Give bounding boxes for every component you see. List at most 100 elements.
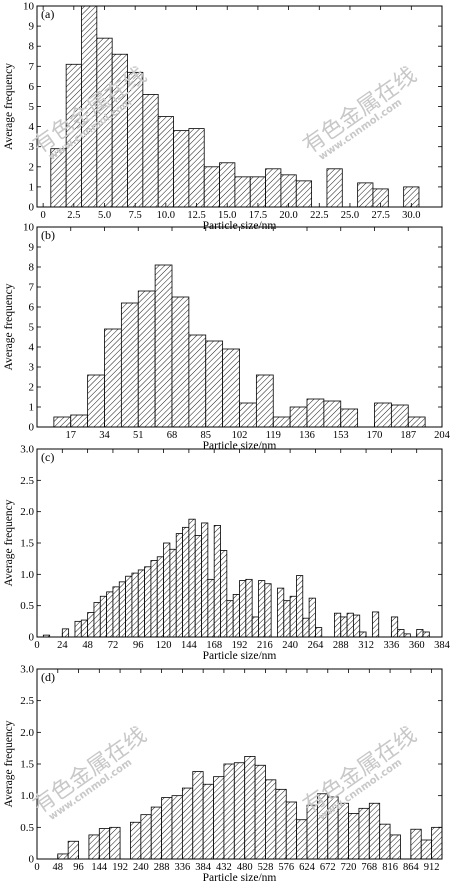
bar <box>120 302 139 428</box>
y-tick-label: 2.5 <box>20 475 34 487</box>
bar <box>397 629 405 638</box>
x-tick-label: 312 <box>358 640 374 651</box>
x-tick-label: 384 <box>434 640 450 651</box>
y-tick-label: 2.0 <box>20 506 34 518</box>
x-tick-label: 7.5 <box>129 210 142 221</box>
y-tick-label: 1.0 <box>20 790 34 802</box>
y-tick-label: 0 <box>29 632 35 644</box>
panel-label: (d) <box>41 670 55 684</box>
bar <box>340 616 348 638</box>
x-axis-label: Particle size/nm <box>203 872 277 883</box>
y-tick-label: 1 <box>29 181 35 193</box>
x-tick-label: 34 <box>99 430 110 441</box>
bar <box>416 629 424 638</box>
bar <box>87 374 105 428</box>
chart-panel-4: 0 0.5 1.0 1.5 2.0 2.5 3.0 0 48 96 144 192 240 288 336 3… <box>3 664 443 883</box>
bar <box>112 586 120 638</box>
bar <box>306 398 325 428</box>
x-tick-label: 336 <box>175 862 191 873</box>
bar <box>265 779 277 860</box>
bar <box>202 783 214 860</box>
x-tick-label: 0 <box>34 862 39 873</box>
x-tick-label: 864 <box>403 862 420 873</box>
x-tick-label: 96 <box>133 640 144 651</box>
x-tick-label: 240 <box>282 640 298 651</box>
y-tick-label: 9 <box>29 242 35 254</box>
bar <box>169 548 177 638</box>
bar <box>374 402 392 428</box>
bar <box>245 578 253 638</box>
bar <box>106 591 114 638</box>
bar <box>283 600 291 638</box>
y-tick-label: 2 <box>29 382 35 394</box>
y-tick-label: 7 <box>29 61 35 73</box>
bar <box>175 533 183 638</box>
x-tick-label: 192 <box>232 640 248 651</box>
y-tick-label: 0.5 <box>20 600 34 612</box>
x-tick-label: 144 <box>91 862 108 873</box>
bar <box>232 593 240 638</box>
x-tick-label: 20.0 <box>279 210 297 221</box>
x-tick-label: 102 <box>232 430 248 441</box>
x-tick-label: 72 <box>108 640 119 651</box>
bar <box>80 619 89 638</box>
x-tick-label: 720 <box>341 862 357 873</box>
bar <box>201 522 209 638</box>
bar <box>255 374 274 428</box>
bar <box>181 787 194 860</box>
bar <box>296 819 308 860</box>
y-tick-label: 3 <box>29 141 35 153</box>
bar <box>144 566 152 638</box>
x-tick-label: 96 <box>73 862 84 873</box>
bar <box>213 525 221 638</box>
bar <box>226 600 234 638</box>
bar <box>188 334 207 428</box>
panel-label: (c) <box>41 450 54 464</box>
bar <box>87 612 95 638</box>
bar <box>150 560 158 638</box>
x-tick-label: 68 <box>167 430 178 441</box>
bar <box>371 611 380 638</box>
bar <box>390 404 409 428</box>
x-tick-label: 15.0 <box>218 210 236 221</box>
bar <box>88 834 100 860</box>
bar <box>275 788 287 860</box>
bar <box>220 550 228 638</box>
chart-panel-1: 0 1 2 3 4 5 6 7 8 9 10 0 2.5 5.0 7.5 10.0 12.5 15.0 17.5 20… <box>3 1 443 232</box>
bar <box>264 583 272 638</box>
bar <box>205 340 224 428</box>
bar <box>194 535 202 638</box>
y-tick-label: 10 <box>23 222 35 234</box>
bar <box>280 174 297 208</box>
y-tick-label: 8 <box>29 262 35 274</box>
bar <box>379 823 391 860</box>
bar <box>157 116 174 208</box>
x-tick-label: 360 <box>409 640 425 651</box>
y-axis-label: Average frequency <box>3 63 15 150</box>
x-tick-label: 119 <box>266 430 281 441</box>
bar <box>171 296 190 428</box>
bar <box>125 575 133 638</box>
x-tick-label: 85 <box>201 430 212 441</box>
bar <box>219 162 236 208</box>
x-tick-label: 187 <box>400 430 416 441</box>
bar <box>154 264 173 428</box>
bar <box>99 595 108 638</box>
x-axis-label: Particle size/nm <box>203 650 277 662</box>
y-tick-label: 0 <box>29 202 35 214</box>
y-tick-label: 2.0 <box>20 727 34 739</box>
bar <box>188 518 196 638</box>
x-tick-label: 624 <box>299 862 316 873</box>
y-tick-label: 7 <box>29 282 35 294</box>
bar <box>254 764 266 860</box>
x-tick-label: 30.0 <box>402 210 420 221</box>
x-tick-label: 24 <box>57 640 68 651</box>
bar <box>57 853 69 860</box>
bar <box>431 826 443 860</box>
bar <box>53 416 72 428</box>
bar <box>67 840 79 860</box>
bar <box>156 556 164 638</box>
y-tick-label: 3 <box>29 362 35 374</box>
x-tick-label: 384 <box>195 862 212 873</box>
